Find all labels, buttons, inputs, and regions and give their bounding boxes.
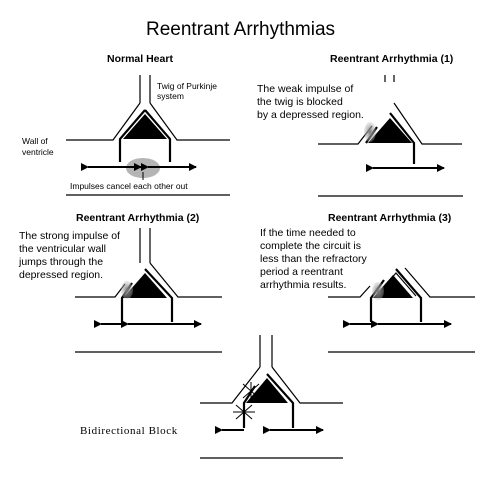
reentrant-2-text-line3: jumps through the xyxy=(18,256,103,268)
purkinje-fiber-r3 xyxy=(328,267,475,298)
purkinje-fiber-normal xyxy=(66,75,230,141)
branch-triangle-r1 xyxy=(368,118,412,143)
wall-label-line1: Wall of xyxy=(22,136,48,146)
reentrant-1-text-line3: by a depressed region. xyxy=(257,109,364,121)
purkinje-fiber-bidirectional xyxy=(200,335,343,404)
impulses-cancel-label: Impulses cancel each other out xyxy=(70,181,188,191)
reentrant-1-text-line1: The weak impulse of xyxy=(257,83,353,95)
panel-reentrant-2: Reentrant Arrhythmia (2) The strong impu… xyxy=(18,212,222,353)
block-mark-lower xyxy=(233,404,255,420)
purkinje-branch-right-bidirectional xyxy=(266,373,295,428)
depressed-region-r2 xyxy=(121,281,133,299)
reentrant-3-text-line5: arrhythmia results. xyxy=(260,279,346,291)
block-mark-upper xyxy=(242,382,260,400)
reentry-loop-r3 xyxy=(380,272,417,297)
reentrant-2-text-line2: the ventricular wall xyxy=(19,243,106,255)
branch-triangle-bidirectional xyxy=(246,378,288,403)
reentrant-1-heading: Reentrant Arrhythmia (1) xyxy=(330,53,453,65)
wall-label-line2: ventricle xyxy=(22,147,54,157)
panel-reentrant-1: Reentrant Arrhythmia (1) The weak impuls… xyxy=(257,53,463,197)
purkinje-label-line2: system xyxy=(157,91,184,101)
branch-triangle-r2 xyxy=(123,273,167,298)
depressed-region-r1 xyxy=(364,122,376,142)
diagram-title: Reentrant Arrhythmias xyxy=(146,19,335,40)
purkinje-branch-right-r3 xyxy=(395,268,423,322)
reentrant-3-text-line3: less than the refractory xyxy=(260,253,368,265)
bidirectional-block-label: Bidirectional Block xyxy=(80,425,178,437)
purkinje-branch-right-r1 xyxy=(389,112,416,164)
normal-heart-heading: Normal Heart xyxy=(107,53,173,65)
purkinje-branch-left-normal xyxy=(118,109,146,162)
panel-bidirectional-block: Bidirectional Block xyxy=(80,335,343,459)
reentrant-2-text-line4: depressed region. xyxy=(19,269,103,281)
reentrant-2-text-line1: The strong impulse of xyxy=(19,230,120,242)
purkinje-branch-right-normal xyxy=(144,109,172,162)
reentrant-3-text-line4: period a reentrant xyxy=(260,266,343,278)
reentrant-1-text-line2: the twig is blocked xyxy=(257,96,343,108)
branch-triangle-normal xyxy=(123,114,167,139)
depressed-region-r3 xyxy=(372,282,384,300)
reentrant-3-text-line1: If the time needed to xyxy=(260,227,356,239)
reentrant-3-text-line2: complete the circuit is xyxy=(260,240,361,252)
purkinje-branch-right-r2 xyxy=(144,268,174,322)
panel-normal-heart: Normal Heart Twig of Purkinje system Wal… xyxy=(22,53,230,196)
reentrant-2-heading: Reentrant Arrhythmia (2) xyxy=(76,212,199,224)
reentrant-3-heading: Reentrant Arrhythmia (3) xyxy=(328,212,451,224)
purkinje-label-line1: Twig of Purkinje xyxy=(157,81,217,91)
panel-reentrant-3: Reentrant Arrhythmia (3) If the time nee… xyxy=(260,212,475,353)
